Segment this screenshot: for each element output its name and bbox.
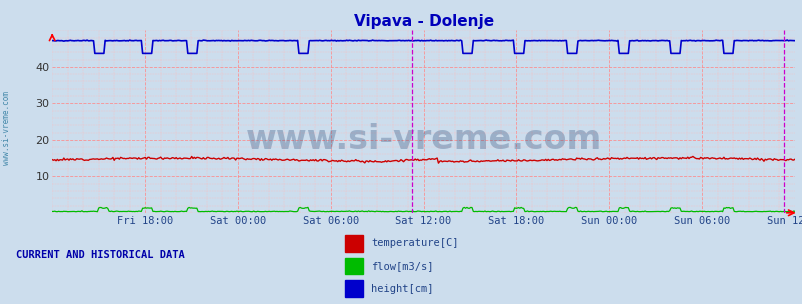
Text: www.si-vreme.com: www.si-vreme.com: [245, 123, 601, 156]
Text: temperature[C]: temperature[C]: [371, 238, 458, 248]
Text: www.si-vreme.com: www.si-vreme.com: [2, 91, 11, 165]
Text: CURRENT AND HISTORICAL DATA: CURRENT AND HISTORICAL DATA: [16, 250, 184, 261]
Text: height[cm]: height[cm]: [371, 284, 433, 294]
Text: flow[m3/s]: flow[m3/s]: [371, 261, 433, 271]
Title: Vipava - Dolenje: Vipava - Dolenje: [353, 14, 493, 29]
